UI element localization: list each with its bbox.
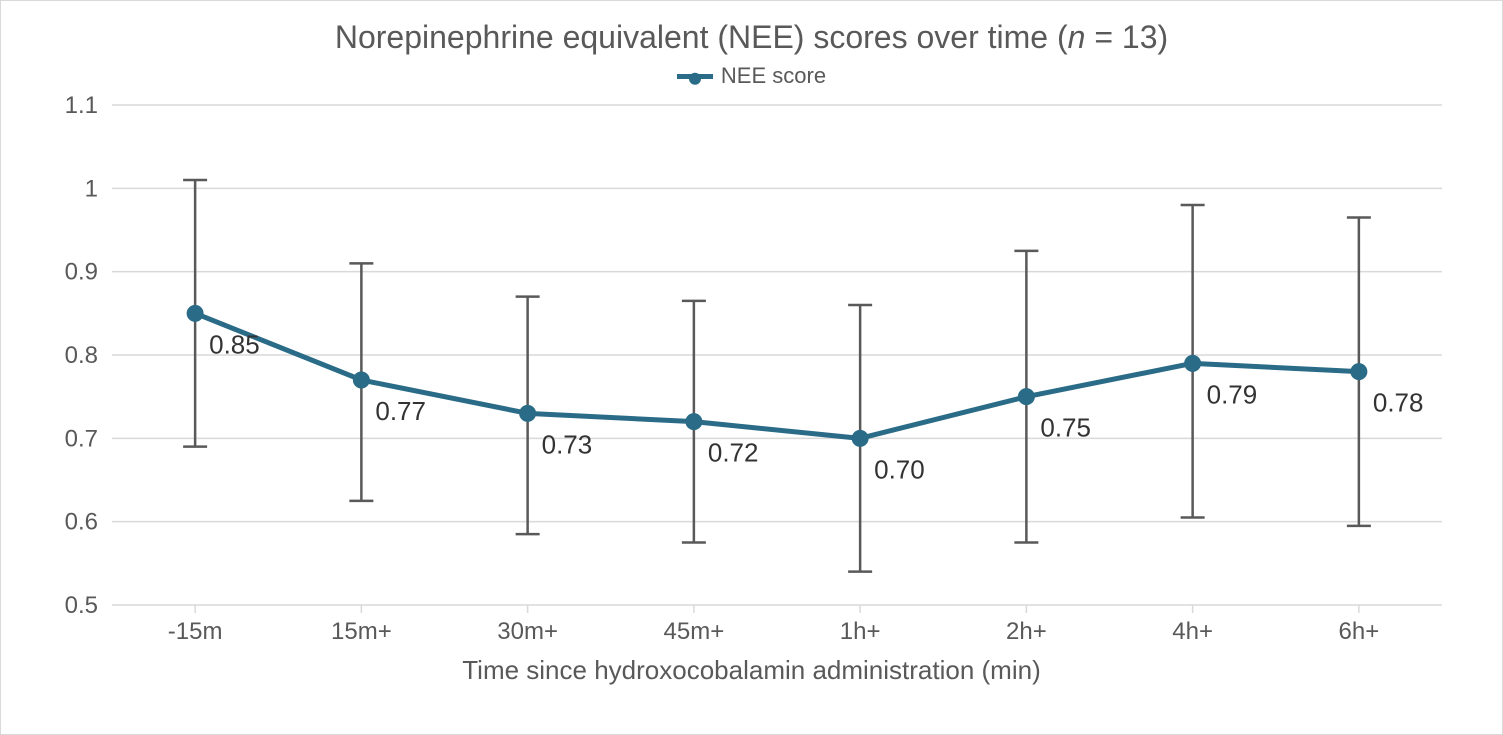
y-tick-label: 0.8 (64, 342, 97, 369)
x-tick-label: 45m+ (663, 618, 724, 645)
plot-area: 0.5 0.6 0.7 0.8 0.9 1 1.1 -15m 15m+ 30m+ 45m+ 1h+ 2h… (32, 95, 1472, 655)
data-marker (1184, 356, 1200, 372)
title-prefix: Norepinephrine equivalent (NEE) scores o… (335, 19, 1068, 55)
y-tick-label: 0.9 (64, 259, 97, 286)
data-marker (519, 406, 535, 422)
y-tick-label: 1 (84, 176, 97, 203)
data-marker (685, 414, 701, 430)
data-label: 0.78 (1372, 388, 1423, 418)
data-label: 0.70 (874, 455, 925, 485)
x-tick-label: 6h+ (1338, 618, 1379, 645)
data-label: 0.77 (375, 396, 426, 426)
data-marker (1018, 389, 1034, 405)
data-label: 0.75 (1040, 413, 1091, 443)
data-label: 0.79 (1206, 380, 1257, 410)
x-tick-label: 4h+ (1172, 618, 1213, 645)
data-marker (353, 372, 369, 388)
data-marker (852, 431, 868, 447)
legend-line-icon (677, 74, 713, 79)
x-tick-label: 1h+ (839, 618, 880, 645)
chart-title: Norepinephrine equivalent (NEE) scores o… (21, 19, 1482, 56)
x-tick-label: -15m (167, 618, 222, 645)
title-suffix: = 13) (1085, 19, 1168, 55)
chart-container: Norepinephrine equivalent (NEE) scores o… (0, 0, 1503, 735)
data-label: 0.72 (707, 438, 758, 468)
data-marker (187, 306, 203, 322)
y-tick-label: 1.1 (64, 95, 97, 119)
plot-svg: 0.5 0.6 0.7 0.8 0.9 1 1.1 -15m 15m+ 30m+ 45m+ 1h+ 2h… (32, 95, 1472, 655)
legend-label: NEE score (721, 63, 826, 88)
chart-legend: NEE score (21, 62, 1482, 89)
y-tick-label: 0.7 (64, 426, 97, 453)
data-marker (1350, 364, 1366, 380)
x-axis-title: Time since hydroxocobalamin administrati… (21, 655, 1482, 686)
x-tick-label: 2h+ (1006, 618, 1047, 645)
data-label: 0.73 (541, 430, 592, 460)
title-italic-n: n (1068, 19, 1086, 55)
y-tick-label: 0.6 (64, 509, 97, 536)
series-line (195, 314, 1359, 439)
y-tick-label: 0.5 (64, 592, 97, 619)
data-label: 0.85 (209, 330, 260, 360)
x-tick-label: 30m+ (497, 618, 558, 645)
x-tick-label: 15m+ (331, 618, 392, 645)
